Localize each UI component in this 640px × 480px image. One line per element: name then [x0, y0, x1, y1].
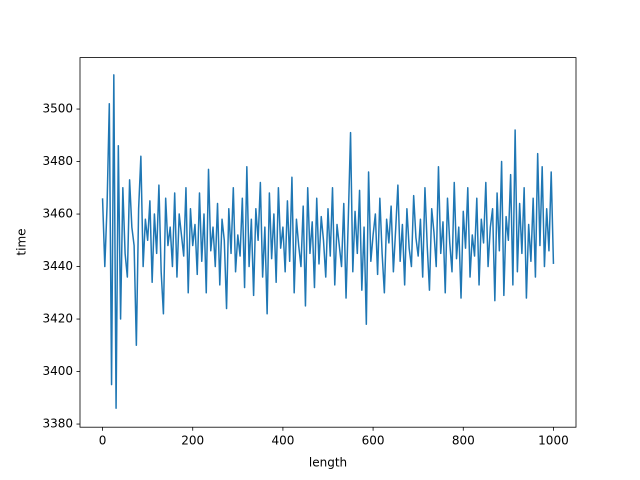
y-tick-label: 3440 — [42, 259, 73, 273]
x-tick-label: 400 — [271, 434, 294, 448]
x-axis-label: length — [309, 456, 347, 470]
y-tick-label: 3420 — [42, 312, 73, 326]
x-tick-label: 800 — [452, 434, 475, 448]
plot-frame — [79, 57, 577, 428]
x-tick-label: 0 — [99, 434, 107, 448]
x-tick-label: 600 — [362, 434, 385, 448]
y-axis-label: time — [15, 228, 29, 255]
x-tick-label: 200 — [181, 434, 204, 448]
line — [101, 74, 555, 410]
y-tick-label: 3400 — [42, 364, 73, 378]
y-tick-label: 3460 — [42, 207, 73, 221]
y-tick-label: 3500 — [42, 102, 73, 116]
x-tick-label: 1000 — [538, 434, 569, 448]
y-tick-label: 3380 — [42, 417, 73, 431]
y-tick-label: 3480 — [42, 154, 73, 168]
